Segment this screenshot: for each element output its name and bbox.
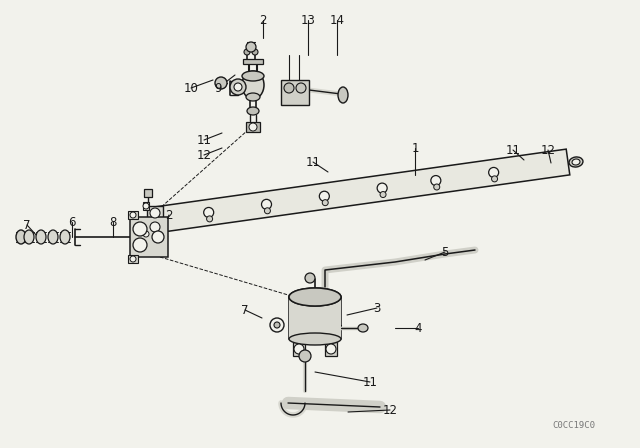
Text: 7: 7 xyxy=(241,303,249,316)
Ellipse shape xyxy=(289,288,341,306)
Text: 12: 12 xyxy=(383,404,397,417)
Text: 13: 13 xyxy=(301,13,316,26)
Bar xyxy=(281,80,309,105)
Circle shape xyxy=(152,231,164,243)
Circle shape xyxy=(204,207,214,217)
Text: 6: 6 xyxy=(68,215,76,228)
Circle shape xyxy=(274,322,280,328)
Circle shape xyxy=(133,238,147,252)
Circle shape xyxy=(252,49,258,55)
Text: 10: 10 xyxy=(184,82,198,95)
Ellipse shape xyxy=(16,230,26,244)
Bar xyxy=(147,206,163,234)
Bar xyxy=(128,211,138,219)
Ellipse shape xyxy=(569,157,583,167)
Circle shape xyxy=(244,49,250,55)
Circle shape xyxy=(296,83,306,93)
Circle shape xyxy=(380,192,386,198)
Text: 11: 11 xyxy=(196,134,211,146)
Circle shape xyxy=(234,83,242,91)
Bar xyxy=(144,189,152,197)
Text: 11: 11 xyxy=(362,375,378,388)
Circle shape xyxy=(230,79,246,95)
Circle shape xyxy=(294,344,304,354)
Bar xyxy=(143,202,149,210)
Bar xyxy=(293,342,305,356)
Text: 11: 11 xyxy=(506,143,520,156)
Circle shape xyxy=(150,222,160,232)
Text: 8: 8 xyxy=(109,215,116,228)
Bar xyxy=(143,230,149,238)
Circle shape xyxy=(150,208,160,218)
Circle shape xyxy=(249,123,257,131)
Circle shape xyxy=(299,350,311,362)
Text: 9: 9 xyxy=(214,82,221,95)
Text: 2: 2 xyxy=(165,208,173,221)
Circle shape xyxy=(246,42,256,52)
Circle shape xyxy=(489,168,499,177)
Circle shape xyxy=(133,222,147,236)
Ellipse shape xyxy=(289,333,341,345)
Circle shape xyxy=(262,199,271,209)
Bar xyxy=(130,217,168,257)
Circle shape xyxy=(326,344,336,354)
Circle shape xyxy=(130,256,136,262)
Text: 5: 5 xyxy=(442,246,449,258)
Ellipse shape xyxy=(242,71,264,99)
Circle shape xyxy=(319,191,330,201)
Bar xyxy=(128,255,138,263)
Ellipse shape xyxy=(284,83,294,93)
Text: 14: 14 xyxy=(330,13,344,26)
Circle shape xyxy=(143,231,149,237)
Text: 3: 3 xyxy=(373,302,381,314)
Text: 7: 7 xyxy=(23,219,31,232)
Bar xyxy=(289,297,341,339)
Circle shape xyxy=(431,176,441,185)
Bar xyxy=(243,59,263,64)
Circle shape xyxy=(492,176,497,182)
Bar xyxy=(325,342,337,356)
Text: C0CC19C0: C0CC19C0 xyxy=(552,421,595,430)
Text: 12: 12 xyxy=(541,143,556,156)
Ellipse shape xyxy=(338,87,348,103)
Text: 2: 2 xyxy=(259,13,267,26)
Ellipse shape xyxy=(24,230,34,244)
Circle shape xyxy=(143,203,149,209)
Ellipse shape xyxy=(36,230,46,244)
Circle shape xyxy=(264,208,271,214)
Ellipse shape xyxy=(289,288,341,306)
Text: 4: 4 xyxy=(414,322,422,335)
Circle shape xyxy=(377,183,387,193)
Circle shape xyxy=(215,77,227,89)
Ellipse shape xyxy=(246,93,260,101)
Circle shape xyxy=(130,212,136,218)
Ellipse shape xyxy=(247,107,259,115)
Bar xyxy=(246,122,260,132)
Circle shape xyxy=(207,216,212,222)
Circle shape xyxy=(270,318,284,332)
Ellipse shape xyxy=(572,159,580,165)
Ellipse shape xyxy=(60,230,70,244)
Circle shape xyxy=(434,184,440,190)
Circle shape xyxy=(305,273,315,283)
Circle shape xyxy=(322,200,328,206)
Text: 11: 11 xyxy=(305,155,321,168)
Polygon shape xyxy=(153,149,570,233)
Text: 1: 1 xyxy=(412,142,419,155)
Ellipse shape xyxy=(358,324,368,332)
Ellipse shape xyxy=(48,230,58,244)
Text: 12: 12 xyxy=(196,148,211,161)
Ellipse shape xyxy=(242,71,264,81)
